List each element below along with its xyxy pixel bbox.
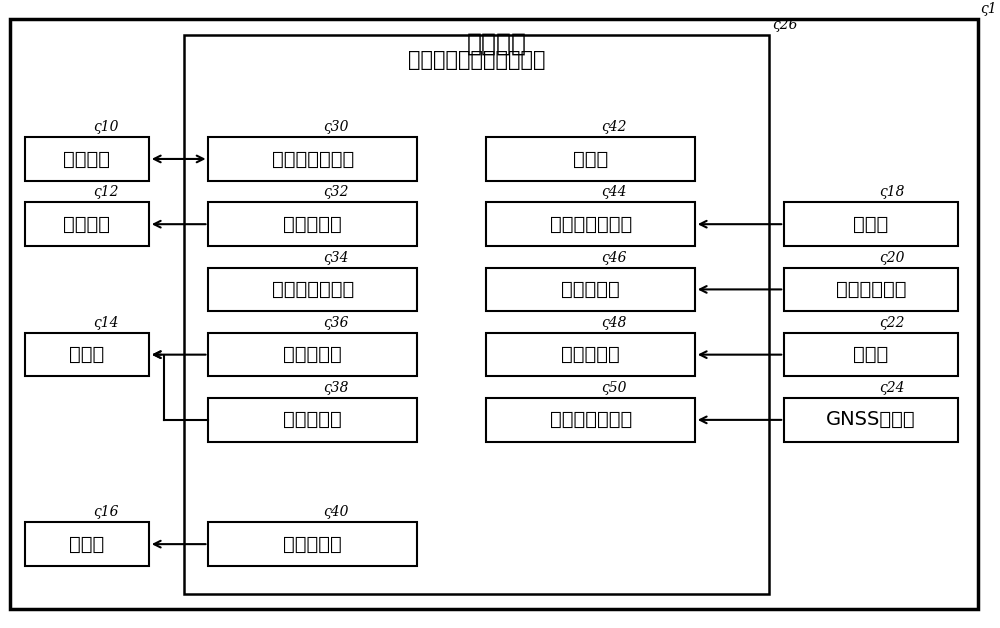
Text: 显示控制部: 显示控制部	[283, 534, 342, 554]
Bar	[486, 268, 695, 311]
Text: 位置信息获取部: 位置信息获取部	[550, 410, 632, 430]
Text: ς14: ς14	[93, 316, 119, 330]
Text: ς50: ς50	[601, 381, 627, 395]
Text: ς26: ς26	[772, 18, 798, 31]
Text: 控制部（记录控制装置）: 控制部（记录控制装置）	[408, 50, 545, 70]
Text: ς40: ς40	[323, 506, 349, 519]
Text: ς30: ς30	[323, 120, 349, 134]
Text: GNSS接收部: GNSS接收部	[826, 410, 916, 430]
Bar	[784, 398, 958, 441]
Text: 加速度传感器: 加速度传感器	[836, 280, 906, 299]
Text: 检测部: 检测部	[573, 149, 608, 168]
Text: ς22: ς22	[880, 316, 905, 330]
Bar	[25, 202, 149, 246]
Text: 缓冲存储器: 缓冲存储器	[283, 215, 342, 234]
Text: ς48: ς48	[601, 316, 627, 330]
Text: ς20: ς20	[880, 251, 905, 264]
Text: 操作部: 操作部	[853, 345, 889, 364]
Bar	[25, 137, 149, 181]
Bar	[208, 268, 417, 311]
Text: 记录部: 记录部	[69, 345, 104, 364]
Bar	[784, 202, 958, 246]
Text: 第二相机: 第二相机	[63, 215, 110, 234]
Bar	[25, 522, 149, 566]
Text: ς36: ς36	[323, 316, 349, 330]
Text: 事件检测部: 事件检测部	[561, 280, 620, 299]
Text: ς46: ς46	[601, 251, 627, 264]
Bar	[486, 398, 695, 441]
Text: ς34: ς34	[323, 251, 349, 264]
Bar	[486, 333, 695, 376]
Text: 声音命令接收部: 声音命令接收部	[550, 215, 632, 234]
Text: 麦克风: 麦克风	[853, 215, 889, 234]
Bar	[208, 522, 417, 566]
Text: ς42: ς42	[601, 120, 627, 134]
Text: 记录控制部: 记录控制部	[283, 345, 342, 364]
Bar	[25, 333, 149, 376]
Text: 影像数据获取部: 影像数据获取部	[272, 149, 354, 168]
Bar	[784, 268, 958, 311]
Text: ς10: ς10	[93, 120, 119, 134]
Text: 显示部: 显示部	[69, 534, 104, 554]
Bar	[184, 35, 769, 594]
Text: ς38: ς38	[323, 381, 349, 395]
Text: ς24: ς24	[880, 381, 905, 395]
Bar	[208, 398, 417, 441]
Text: 影像数据处理部: 影像数据处理部	[272, 280, 354, 299]
Bar	[486, 137, 695, 181]
Text: 再现控制部: 再现控制部	[283, 410, 342, 430]
Text: 第一相机: 第一相机	[63, 149, 110, 168]
Text: 操作控制部: 操作控制部	[561, 345, 620, 364]
Text: ς44: ς44	[601, 185, 627, 199]
Text: ς16: ς16	[93, 506, 119, 519]
Text: ς32: ς32	[323, 185, 349, 199]
Bar	[486, 202, 695, 246]
Bar	[208, 202, 417, 246]
Text: ς12: ς12	[93, 185, 119, 199]
Bar	[208, 137, 417, 181]
Text: ς1: ς1	[981, 2, 997, 16]
Text: ς18: ς18	[880, 185, 905, 199]
Bar	[784, 333, 958, 376]
Text: 记录装置: 记录装置	[466, 32, 526, 56]
Bar	[208, 333, 417, 376]
